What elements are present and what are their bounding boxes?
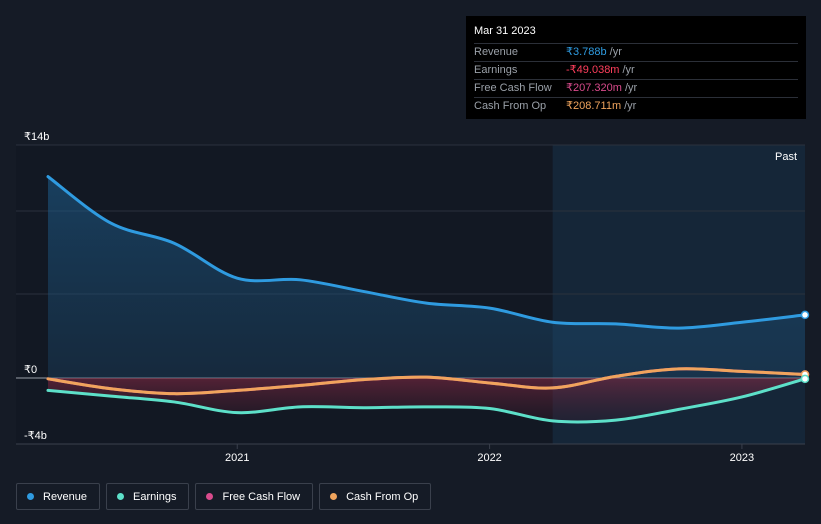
revenue-area — [48, 176, 805, 378]
legend-item-free-cash-flow[interactable]: Free Cash Flow — [195, 483, 314, 510]
revenue-end-point — [800, 310, 810, 320]
tooltip-row-earnings: Earnings -₹49.038m /yr — [474, 61, 798, 79]
y-tick-label: ₹14b — [24, 131, 49, 143]
y-axis: ₹14b ₹0 -₹4b — [24, 131, 49, 442]
tooltip: Mar 31 2023 Revenue ₹3.788b /yr Earnings… — [466, 16, 806, 119]
legend-dot-icon — [330, 493, 338, 500]
series-markers — [800, 310, 810, 384]
tooltip-label: Earnings — [474, 64, 518, 76]
legend-label: Earnings — [133, 490, 177, 503]
cash-from-op-line — [46, 367, 807, 396]
tooltip-row-free-cash-flow: Free Cash Flow ₹207.320m /yr — [474, 79, 798, 97]
tooltip-unit: /yr — [624, 100, 637, 112]
legend-item-cash-from-op[interactable]: Cash From Op — [319, 483, 432, 510]
legend-item-revenue[interactable]: Revenue — [16, 483, 101, 510]
earnings-end-point — [800, 374, 810, 384]
tooltip-unit: /yr — [624, 82, 638, 94]
legend-label: Cash From Op — [346, 490, 419, 503]
tooltip-value: ₹208.711m — [566, 100, 622, 112]
tooltip-label: Revenue — [474, 46, 519, 58]
x-tick-label: 2021 — [225, 452, 249, 464]
tooltip-date: Mar 31 2023 — [474, 25, 536, 37]
legend-label: Free Cash Flow — [222, 490, 301, 503]
tooltip-unit: /yr — [609, 46, 622, 58]
x-axis: 2021 2022 2023 — [225, 444, 754, 464]
y-tick-label: -₹4b — [24, 430, 47, 442]
tooltip-unit: /yr — [622, 64, 635, 76]
legend-dot-icon — [27, 493, 34, 500]
tooltip-label: Cash From Op — [474, 100, 547, 112]
legend-dot-icon — [117, 493, 125, 500]
tooltip-value: ₹3.788b — [566, 46, 607, 58]
legend-label: Revenue — [43, 490, 88, 503]
legend: Revenue Earnings Free Cash Flow Cash Fro… — [16, 483, 432, 510]
legend-dot-icon — [206, 493, 214, 500]
earnings-line — [46, 377, 807, 424]
tooltip-value: ₹207.320m — [566, 82, 622, 94]
x-tick-label: 2022 — [477, 452, 501, 464]
tooltip-row-cash-from-op: Cash From Op ₹208.711m /yr — [474, 97, 798, 115]
legend-item-earnings[interactable]: Earnings — [106, 483, 190, 510]
tooltip-value: -₹49.038m — [566, 64, 620, 76]
y-tick-label: ₹0 — [24, 364, 37, 376]
tooltip-row-revenue: Revenue ₹3.788b /yr — [474, 43, 798, 61]
series-lines — [46, 175, 807, 424]
tooltip-label: Free Cash Flow — [474, 82, 552, 94]
revenue-line — [46, 175, 807, 330]
past-label: Past — [775, 151, 797, 163]
x-tick-label: 2023 — [730, 452, 754, 464]
